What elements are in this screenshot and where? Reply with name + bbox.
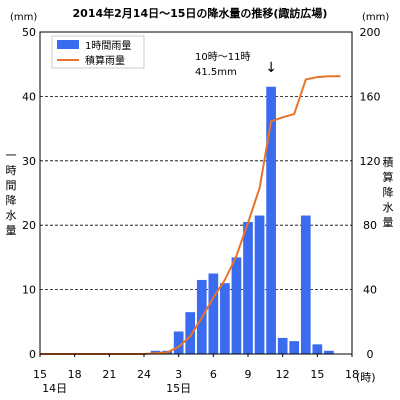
left-tick-label: 0 — [29, 348, 36, 361]
left-tick-label: 40 — [22, 90, 36, 103]
x-tick-label: 9 — [245, 368, 252, 381]
right-tick-label: 40 — [363, 284, 377, 297]
x-tick-label: 18 — [68, 368, 82, 381]
x-axis-ticks: 15 18 21 24 3 6 9 12 15 18 — [33, 354, 359, 381]
left-axis-unit: (mm) — [10, 12, 37, 23]
left-tick-label: 50 — [22, 26, 36, 39]
hourly-bar — [185, 312, 196, 354]
right-tick-label: 160 — [360, 90, 381, 103]
hourly-bar — [173, 331, 184, 354]
x-tick-label: 18 — [345, 368, 359, 381]
plot-border — [39, 31, 353, 355]
hourly-bar — [289, 341, 300, 354]
right-tick-label: 80 — [363, 219, 377, 232]
x-tick-label: 15 — [33, 368, 47, 381]
left-tick-label: 30 — [22, 155, 36, 168]
x-tick-label: 12 — [276, 368, 290, 381]
x-tick-label: 3 — [175, 368, 182, 381]
hourly-bar — [243, 221, 253, 354]
hourly-bar — [324, 350, 334, 354]
date-label: 14日 — [42, 382, 67, 395]
plot-frame — [39, 31, 353, 355]
chart-title: 2014年2月14日～15日の降水量の推移(諏訪広場) — [73, 6, 328, 20]
legend-bar-label: 1時間雨量 — [85, 40, 131, 52]
annotation-line2: 41.5mm — [195, 67, 237, 78]
x-tick-label: 21 — [102, 368, 116, 381]
right-tick-label: 120 — [360, 155, 381, 168]
legend-line-label: 積算雨量 — [85, 54, 125, 67]
x-axis-unit: (時) — [356, 371, 376, 384]
left-axis-ticks: 0 10 20 30 40 50 — [22, 26, 36, 361]
hourly-bars — [150, 86, 334, 355]
right-axis-unit: (mm) — [362, 12, 389, 23]
hourly-bar — [254, 215, 265, 354]
left-tick-label: 10 — [22, 284, 36, 297]
hourly-bar — [220, 283, 230, 354]
date-labels: 14日 15日 — [42, 382, 191, 395]
right-axis-label: 積算降水量 — [382, 156, 394, 229]
left-tick-label: 20 — [22, 219, 36, 232]
hourly-bar — [300, 215, 311, 354]
date-label: 15日 — [166, 382, 191, 395]
x-tick-label: 15 — [310, 368, 324, 381]
annotation-arrow-icon: ↓ — [265, 60, 277, 76]
hourly-bar — [266, 86, 276, 355]
left-axis-label: 一時間降水量 — [5, 149, 17, 237]
right-axis-ticks: 0 40 80 120 160 200 — [360, 26, 381, 361]
hourly-bar — [231, 257, 242, 354]
legend: 1時間雨量 積算雨量 — [51, 35, 145, 69]
hourly-bar — [208, 273, 219, 354]
right-tick-label: 200 — [360, 26, 381, 39]
right-tick-label: 0 — [367, 348, 374, 361]
annotation-line1: 10時～11時 — [195, 51, 250, 63]
hourly-bar — [312, 344, 323, 354]
hourly-bar — [277, 337, 288, 354]
legend-bar-swatch — [57, 40, 79, 49]
peak-annotation: 10時～11時 41.5mm ↓ — [195, 51, 277, 78]
x-tick-label: 6 — [210, 368, 217, 381]
x-tick-label: 24 — [137, 368, 151, 381]
